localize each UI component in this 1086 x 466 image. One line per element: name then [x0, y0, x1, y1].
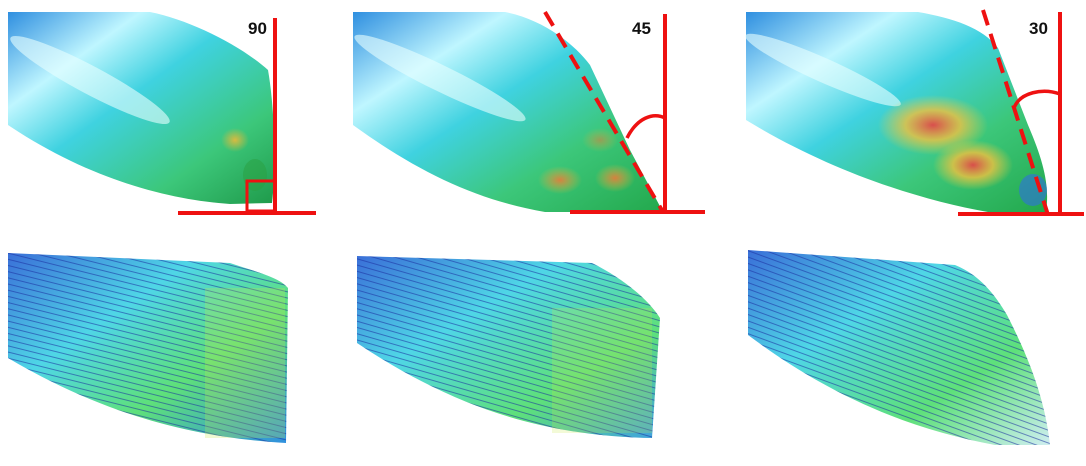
- fiber-panel-30: [745, 240, 1065, 450]
- angle-label-45: 45: [632, 19, 651, 38]
- surface-panel-90: 90: [0, 0, 330, 230]
- fiber-panel-90: [0, 248, 300, 448]
- guide-lines: [543, 10, 705, 214]
- surface-panel-45: 45: [345, 0, 715, 230]
- fiber-panel-45: [352, 248, 672, 448]
- guide-lines: [958, 9, 1084, 216]
- angle-label-90: 90: [248, 19, 267, 38]
- surface-panel-30: 30: [738, 0, 1086, 230]
- angle-label-30: 30: [1029, 19, 1048, 38]
- guide-lines: [178, 18, 316, 215]
